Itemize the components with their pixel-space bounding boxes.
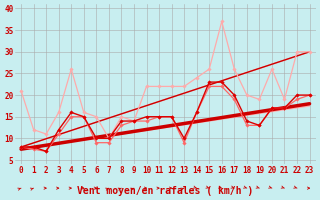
X-axis label: Vent moyen/en rafales ( km/h ): Vent moyen/en rafales ( km/h ) bbox=[77, 186, 253, 196]
